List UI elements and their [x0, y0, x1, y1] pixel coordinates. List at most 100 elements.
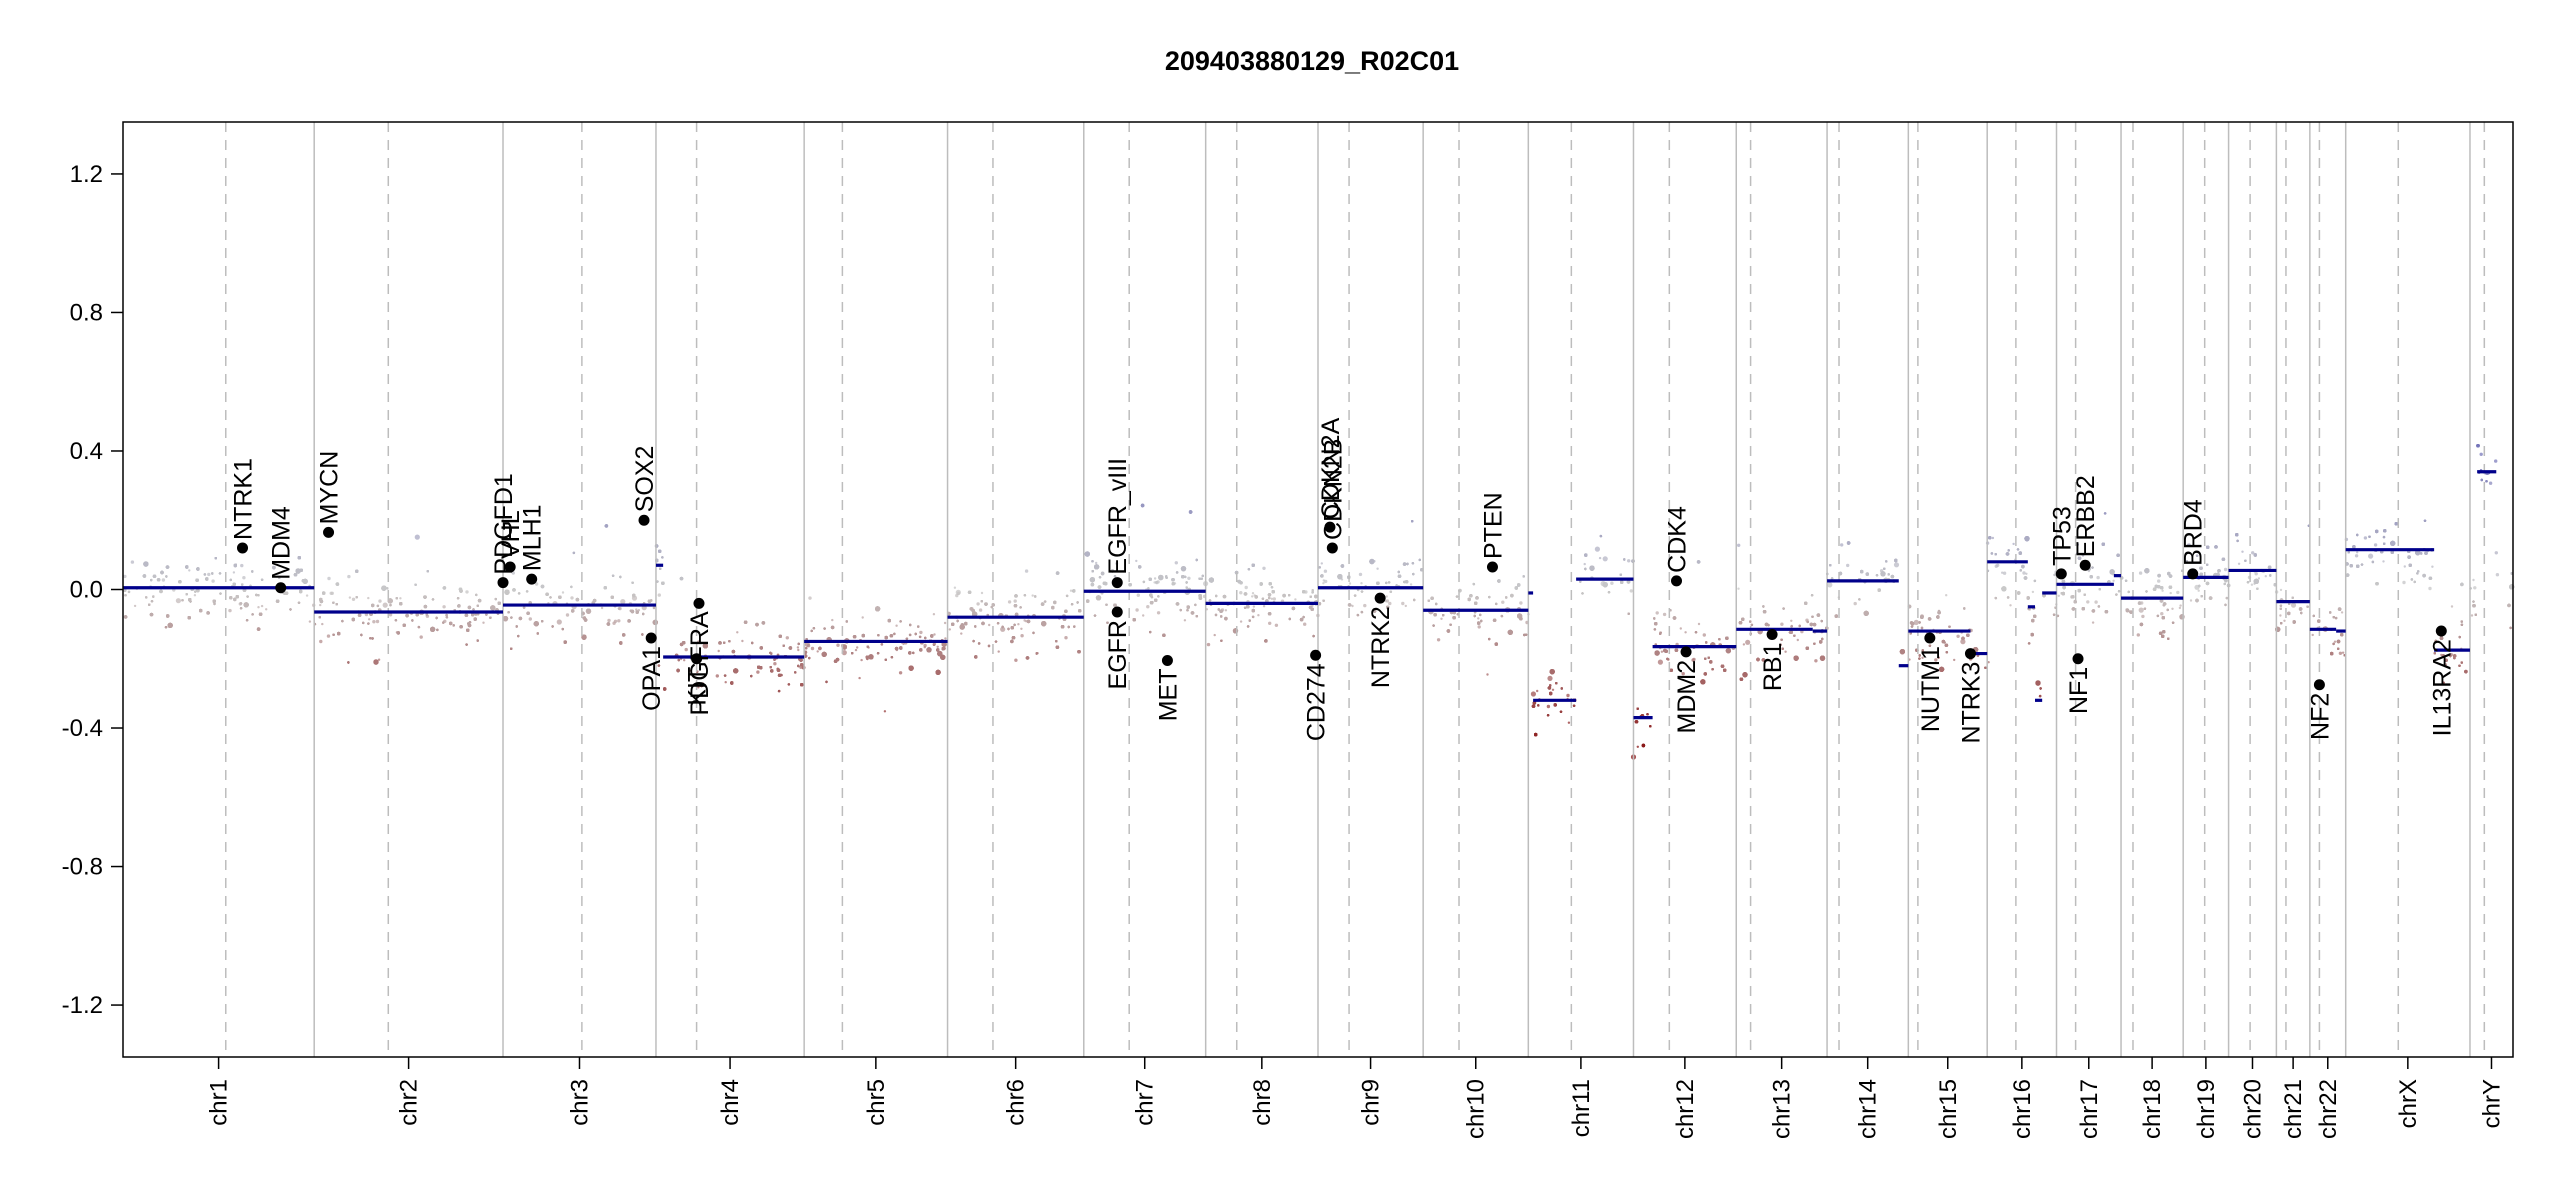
probe-point: [321, 622, 324, 626]
probe-point: [1566, 693, 1570, 698]
probe-point: [1014, 658, 1018, 662]
probe-point: [2160, 612, 2164, 616]
probe-point: [1546, 704, 1551, 709]
probe-point: [348, 596, 352, 599]
probe-point: [936, 645, 939, 648]
probe-point: [1660, 650, 1664, 653]
probe-point: [955, 593, 959, 598]
probe-point: [1945, 594, 1948, 597]
probe-point: [1991, 536, 1995, 540]
probe-point: [2161, 589, 2164, 592]
probe-point: [895, 624, 898, 627]
probe-point: [2136, 633, 2140, 637]
probe-point: [1251, 592, 1255, 595]
probe-point: [193, 594, 197, 597]
probe-point: [861, 616, 864, 619]
probe-point: [2179, 604, 2182, 607]
probe-point: [2341, 651, 2345, 654]
probe-point: [2473, 586, 2477, 590]
probe-point: [785, 636, 789, 640]
probe-point: [902, 642, 905, 646]
probe-point: [1329, 516, 1332, 520]
probe-point: [2022, 571, 2026, 575]
probe-point: [232, 571, 236, 574]
probe-point: [1679, 627, 1683, 630]
probe-point: [265, 608, 268, 611]
probe-point: [211, 579, 215, 583]
probe-point: [1745, 639, 1751, 645]
probe-point: [1000, 626, 1006, 632]
probe-point: [2354, 554, 2359, 558]
probe-point: [988, 623, 991, 627]
probe-point: [2251, 551, 2255, 555]
probe-point: [2495, 573, 2500, 577]
probe-point: [1363, 603, 1367, 608]
probe-point: [1270, 597, 1274, 600]
probe-point: [1252, 605, 1256, 608]
probe-point: [442, 605, 446, 609]
probe-point: [1547, 675, 1553, 682]
probe-point: [741, 639, 744, 643]
probe-point: [511, 571, 515, 575]
probe-point: [2338, 651, 2343, 655]
probe-point: [161, 578, 166, 582]
probe-point: [2138, 607, 2144, 613]
probe-point: [1501, 600, 1505, 604]
probe-point: [260, 604, 264, 608]
probe-point: [1530, 691, 1536, 697]
probe-point: [1627, 559, 1631, 563]
probe-point: [1146, 605, 1150, 609]
probe-point: [2169, 591, 2172, 595]
probe-point: [1956, 634, 1960, 638]
probe-point: [948, 628, 951, 631]
probe-point: [1239, 620, 1243, 623]
probe-point: [1187, 576, 1191, 580]
probe-point: [1567, 721, 1571, 724]
probe-point: [860, 658, 863, 662]
probe-point: [1135, 608, 1139, 612]
probe-point: [133, 604, 137, 608]
probe-point: [831, 618, 834, 622]
probe-point: [1551, 688, 1555, 691]
probe-point: [717, 649, 720, 653]
probe-point: [2356, 551, 2359, 554]
probe-point: [1742, 643, 1746, 646]
probe-point: [2025, 572, 2028, 575]
probe-point: [2382, 560, 2385, 563]
probe-point: [534, 582, 539, 586]
probe-point: [683, 659, 686, 662]
probe-point: [2494, 551, 2498, 555]
probe-point: [797, 648, 800, 652]
probe-point: [1024, 569, 1029, 573]
probe-point: [2002, 571, 2007, 575]
probe-point: [257, 606, 260, 609]
probe-point: [976, 602, 980, 606]
probe-point: [1519, 601, 1523, 605]
probe-point: [883, 710, 887, 713]
probe-point: [2176, 590, 2180, 595]
probe-point: [697, 686, 700, 689]
probe-point: [2241, 550, 2244, 553]
probe-point: [715, 674, 719, 678]
probe-point: [1602, 556, 1608, 562]
probe-point: [898, 671, 903, 675]
probe-point: [1031, 594, 1034, 597]
probe-point: [1987, 661, 1990, 664]
probe-point: [1477, 617, 1480, 620]
probe-point: [1251, 595, 1254, 598]
probe-point: [378, 599, 382, 603]
probe-point: [2257, 577, 2261, 580]
probe-point: [2012, 542, 2015, 546]
probe-point: [1401, 601, 1405, 606]
probe-point: [1294, 598, 1297, 601]
probe-point: [796, 646, 800, 649]
probe-point: [1351, 604, 1354, 608]
probe-point: [806, 644, 811, 648]
probe-point: [1324, 579, 1328, 584]
probe-point: [2096, 575, 2100, 580]
probe-point: [617, 619, 621, 623]
probe-point: [1274, 623, 1279, 627]
probe-point: [933, 633, 936, 636]
probe-point: [612, 621, 616, 625]
probe-point: [1796, 638, 1800, 642]
